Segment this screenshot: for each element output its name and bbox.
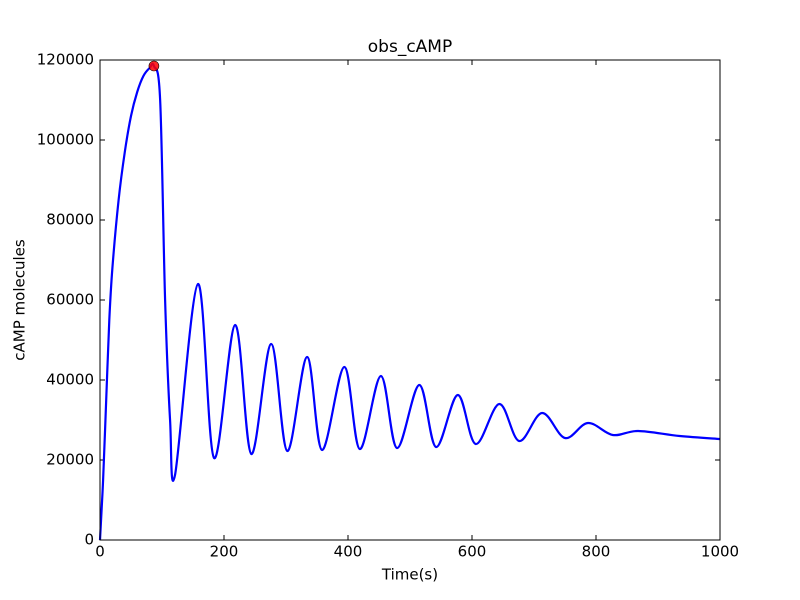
plot-frame: [99, 59, 721, 541]
x-tick-label: 800: [582, 543, 611, 561]
line-series: [98, 62, 721, 541]
y-tick-label: 40000: [46, 371, 94, 389]
y-tick-label: 0: [84, 531, 94, 549]
y-tick-label: 20000: [46, 451, 94, 469]
y-axis-label: cAMP molecules: [11, 239, 29, 361]
y-tick-label: 80000: [46, 211, 94, 229]
x-axis-label: Time(s): [381, 566, 438, 584]
y-tick-label: 60000: [46, 291, 94, 309]
x-tick-label: 200: [210, 543, 239, 561]
x-tick-label: 0: [95, 543, 105, 561]
highlight-point: [148, 60, 160, 72]
x-tick-label: 600: [458, 543, 487, 561]
x-tick-label: 1000: [701, 543, 739, 561]
y-tick-label: 120000: [37, 51, 94, 69]
y-tick-label: 100000: [37, 131, 94, 149]
chart-title: obs_cAMP: [368, 37, 452, 57]
x-tick-label: 400: [334, 543, 363, 561]
